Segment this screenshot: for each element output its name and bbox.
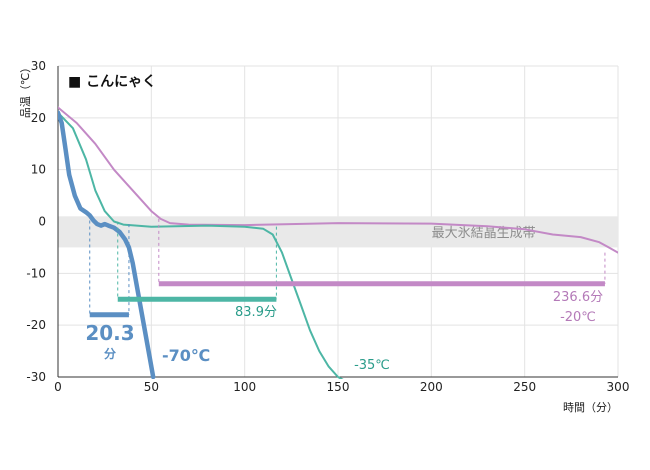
freezing-band: [58, 216, 618, 248]
y-tick-label: 20: [31, 111, 46, 125]
y-tick-label: -10: [26, 266, 46, 280]
y-tick-label: 0: [38, 215, 46, 229]
series: [58, 106, 618, 379]
x-tick-label: 150: [327, 380, 350, 394]
y-tick-label: -30: [26, 370, 46, 384]
chart-title: ■ こんにゃく: [68, 74, 156, 90]
temperature-label-1: -70℃: [162, 346, 210, 365]
x-tick-label: 250: [513, 380, 536, 394]
x-tick-label: 200: [420, 380, 443, 394]
duration-label-3: 236.6分: [553, 290, 603, 305]
y-tick-label: -20: [26, 318, 46, 332]
duration-label-2: 83.9分: [235, 305, 277, 320]
x-tick-label: 300: [607, 380, 630, 394]
x-tick-label: 0: [54, 380, 62, 394]
x-axis-label: 時間（分）: [563, 401, 618, 414]
annotations: 20.3分 -70℃ 83.9分 -35℃ 236.6分 -20℃: [85, 218, 606, 373]
series-line-2: [58, 111, 344, 379]
y-tick-label: 30: [31, 59, 46, 73]
y-tick-label: 10: [31, 163, 46, 177]
duration-unit-1: 分: [104, 346, 116, 361]
y-axis-label: 品温（℃）: [19, 62, 32, 118]
temperature-label-2: -35℃: [354, 358, 390, 373]
series-line-1: [58, 110, 156, 379]
freezing-band-label: 最大氷結晶生成帯: [432, 226, 536, 241]
temperature-label-3: -20℃: [560, 310, 596, 325]
duration-label-1: 20.3: [85, 321, 134, 345]
x-tick-label: 100: [233, 380, 256, 394]
x-tick-label: 50: [144, 380, 159, 394]
series-line-3: [58, 106, 618, 254]
